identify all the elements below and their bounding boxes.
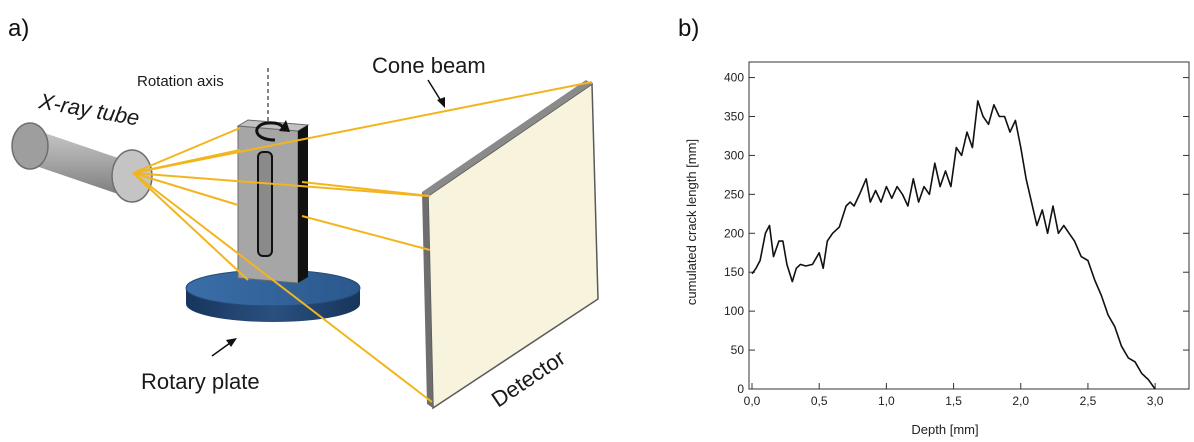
y-axis-ticks: 0 50 100 150 200 250 300 350 400: [724, 71, 1189, 396]
rotary-plate-label: Rotary plate: [141, 369, 260, 394]
detector: [422, 80, 599, 410]
x-tick-label: 0,0: [744, 394, 761, 408]
sample-block: [236, 119, 310, 284]
y-tick-label: 250: [724, 187, 744, 201]
y-tick-label: 50: [731, 343, 745, 357]
y-tick-label: 400: [724, 71, 744, 85]
x-tick-label: 2,0: [1012, 394, 1029, 408]
y-tick-label: 350: [724, 110, 744, 124]
cone-beam-label: Cone beam: [372, 53, 486, 78]
series-line: [751, 100, 1156, 390]
rotation-axis-label: Rotation axis: [137, 73, 224, 90]
x-tick-label: 1,5: [945, 394, 962, 408]
y-tick-label: 300: [724, 148, 744, 162]
y-tick-label: 0: [737, 382, 744, 396]
y-tick-label: 200: [724, 226, 744, 240]
x-axis-title: Depth [mm]: [911, 422, 978, 437]
xray-tube-label: X-ray tube: [36, 88, 141, 130]
panel-b-label: b): [678, 15, 699, 42]
y-axis-title: cumulated crack length [mm]: [684, 139, 699, 305]
x-tick-label: 3,0: [1147, 394, 1164, 408]
rotary-plate-arrow-icon: [211, 338, 237, 357]
x-tick-label: 1,0: [878, 394, 895, 408]
xray-tube: [11, 122, 153, 203]
y-tick-label: 150: [724, 265, 744, 279]
x-tick-label: 0,5: [811, 394, 828, 408]
plot-frame: [748, 61, 1190, 390]
x-tick-label: 2,5: [1080, 394, 1097, 408]
panel-a-label: a): [8, 15, 29, 42]
y-tick-label: 100: [724, 304, 744, 318]
cone-beam-lines: [132, 81, 593, 403]
rotation-arrow-icon: [255, 120, 290, 142]
panel-a-diagram: a) Rotation axis X-ray tube: [8, 15, 599, 412]
cone-beam-arrow-icon: [427, 79, 445, 108]
series-layer: [751, 100, 1156, 390]
panel-b-chart: b) 0 50 100 150 200 250 300 350 400 0,0 0,5 1,0 1,5…: [678, 15, 1190, 437]
x-axis-ticks: 0,0 0,5 1,0 1,5 2,0 2,5 3,0: [744, 383, 1164, 408]
